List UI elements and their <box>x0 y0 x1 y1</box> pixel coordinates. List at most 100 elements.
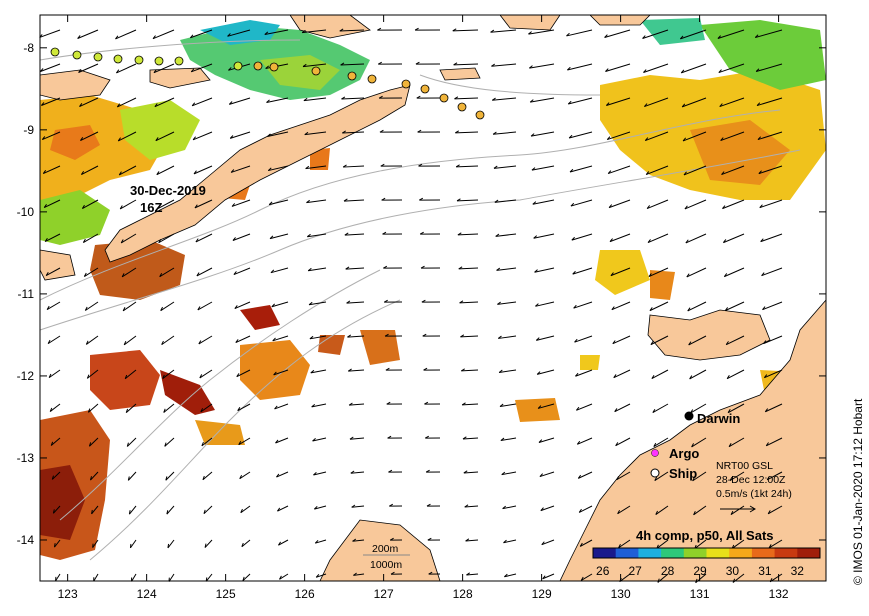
current-arrow-head <box>227 33 231 37</box>
current-arrow <box>462 437 479 440</box>
current-arrow <box>196 267 213 277</box>
current-arrow <box>343 199 365 202</box>
current-arrow-head <box>652 408 656 413</box>
current-arrow-head <box>644 103 648 107</box>
current-arrow <box>501 471 517 476</box>
current-arrow <box>768 539 783 549</box>
current-arrow-head <box>577 474 582 479</box>
current-arrow <box>759 199 783 209</box>
current-arrow-head <box>504 573 508 578</box>
current-arrow <box>162 369 175 379</box>
current-arrow <box>576 403 593 411</box>
current-arrow <box>538 437 555 443</box>
current-arrow <box>681 63 707 74</box>
current-arrow-head <box>763 340 767 345</box>
current-arrow-head <box>51 475 54 480</box>
current-arrow-head <box>157 205 161 209</box>
current-arrow-head <box>653 442 657 447</box>
current-arrow-head <box>353 572 357 576</box>
lat-tick-label: -9 <box>23 123 34 137</box>
current-arrow-head <box>768 544 772 549</box>
current-arrow-head <box>503 539 507 544</box>
current-arrow-head <box>198 340 202 345</box>
current-arrow <box>198 335 213 345</box>
current-arrow <box>531 165 555 171</box>
current-arrow-head <box>426 503 431 507</box>
current-arrow-head <box>580 576 584 581</box>
lon-tick-label: 126 <box>295 587 315 601</box>
current-arrow <box>537 403 555 409</box>
current-arrow <box>39 29 61 38</box>
colorbar-border <box>592 547 821 559</box>
current-arrow <box>725 335 745 346</box>
current-arrow-head <box>307 267 312 272</box>
current-arrow <box>608 165 631 175</box>
current-arrow <box>491 63 517 67</box>
current-arrow-head <box>495 233 500 237</box>
current-arrow-head <box>496 267 501 271</box>
current-arrow <box>605 63 631 72</box>
current-arrow <box>724 267 745 278</box>
current-arrow <box>758 165 783 175</box>
current-arrow-head <box>726 375 730 379</box>
current-arrow <box>313 471 327 476</box>
current-arrow <box>155 131 175 142</box>
current-arrow-head <box>647 239 651 243</box>
current-arrow-head <box>418 163 423 167</box>
current-arrow <box>529 63 555 69</box>
current-arrow-head <box>41 102 45 106</box>
current-arrow <box>756 97 783 107</box>
current-arrow <box>755 29 783 38</box>
current-arrow <box>493 165 517 169</box>
current-arrow <box>615 437 631 447</box>
lon-tick-label: 123 <box>58 587 78 601</box>
current-arrow <box>347 335 365 338</box>
current-arrow <box>277 505 289 512</box>
current-arrow-head <box>762 306 766 311</box>
current-arrow <box>580 573 593 581</box>
current-arrow <box>730 505 745 516</box>
current-arrow-head <box>494 199 499 203</box>
current-arrow-head <box>267 133 271 137</box>
current-arrow <box>465 539 479 542</box>
current-arrow-head <box>80 170 85 175</box>
current-arrow-head <box>46 305 50 310</box>
current-arrow <box>197 301 213 311</box>
current-arrow <box>459 301 479 304</box>
current-arrow-head <box>303 97 308 102</box>
ship-marker <box>72 50 82 60</box>
current-arrow-head <box>54 543 56 548</box>
current-arrow <box>655 505 669 515</box>
current-arrow-head <box>452 28 457 32</box>
current-arrow <box>157 199 175 210</box>
current-arrow-head <box>311 403 316 408</box>
current-arrow <box>616 471 631 481</box>
current-arrow-head <box>315 574 320 578</box>
current-arrow-head <box>616 476 620 480</box>
current-arrow-head <box>756 102 761 106</box>
current-arrow-head <box>197 306 201 311</box>
lon-tick-label: 124 <box>137 587 157 601</box>
current-arrow-head <box>497 335 502 339</box>
current-arrow-head <box>541 541 545 546</box>
current-arrow-head <box>460 334 465 338</box>
colorbar-swatch <box>638 548 662 558</box>
colorbar-tick-label: 30 <box>726 564 740 578</box>
current-arrow-head <box>305 165 310 170</box>
current-arrow-head <box>90 476 92 481</box>
current-arrow <box>721 165 745 176</box>
current-arrow <box>654 471 669 481</box>
current-arrow-head <box>575 372 579 377</box>
current-arrow-head <box>83 272 87 277</box>
lat-tick-label: -14 <box>17 533 35 547</box>
current-arrow <box>644 97 669 108</box>
current-arrow-head <box>347 368 352 372</box>
current-arrow <box>571 233 593 241</box>
current-arrow-head <box>242 576 245 581</box>
current-arrow-head <box>540 507 544 511</box>
current-arrow-head <box>274 405 278 410</box>
current-arrow <box>341 97 365 100</box>
current-arrow-head <box>491 97 496 101</box>
current-arrow-head <box>416 95 421 99</box>
ship-marker <box>174 56 184 66</box>
